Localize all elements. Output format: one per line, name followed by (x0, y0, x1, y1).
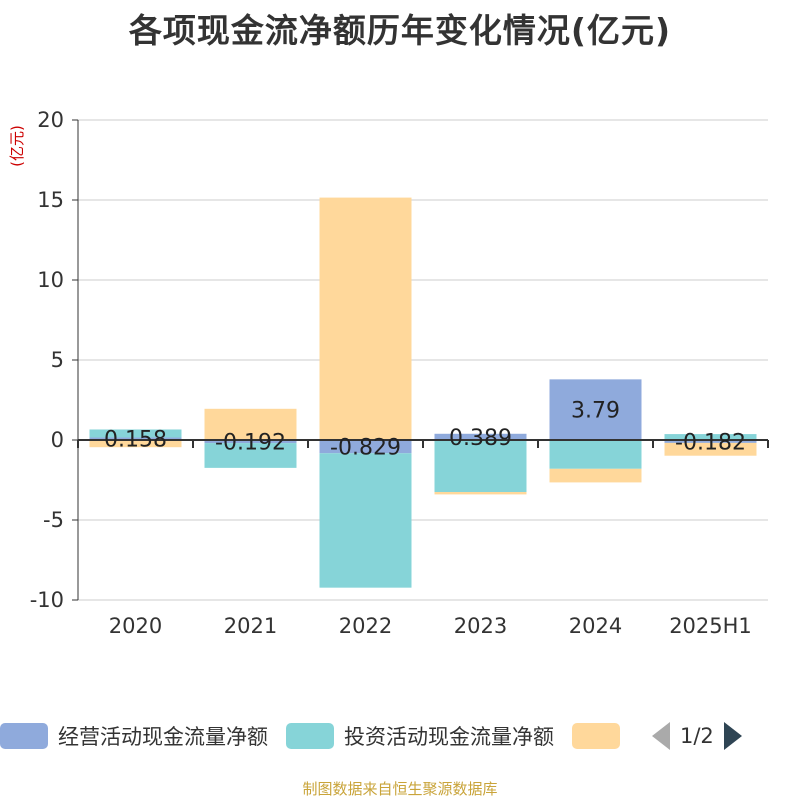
bar-2024-series-2 (549, 468, 642, 483)
x-tick-label: 2020 (109, 614, 162, 638)
legend-label: 经营活动现金流量净额 (58, 725, 268, 749)
legend-swatch (0, 723, 48, 749)
legend-item-operating[interactable]: 经营活动现金流量净额 (0, 721, 268, 751)
bar-2020-series-0 (89, 437, 182, 440)
legend-swatch (572, 723, 620, 749)
bar-2022-series-1 (319, 453, 412, 588)
x-tick-label: 2023 (454, 614, 507, 638)
legend-swatch (286, 723, 334, 749)
data-label: 0.158 (104, 428, 167, 453)
y-tick-label: 10 (37, 268, 64, 292)
y-tick-label: 20 (37, 108, 64, 132)
legend-prev-arrow-icon[interactable] (652, 722, 670, 750)
bar-2021-series-2 (204, 408, 297, 440)
bar-2024-series-0 (549, 379, 642, 440)
bar-2025H1-series-2 (664, 442, 757, 456)
data-label: -0.829 (330, 436, 401, 461)
bar-2023-series-1 (434, 440, 527, 492)
legend-page-indicator: 1/2 (680, 724, 714, 748)
data-labels: 0.158 -0.192 -0.829 0.389 3.79 -0.182 (104, 399, 746, 461)
y-tick-label: -10 (30, 588, 64, 612)
bar-2021-series-1 (204, 443, 297, 468)
legend-pager: 1/2 (652, 722, 742, 750)
y-tick-label: -5 (43, 508, 64, 532)
x-tick-label: 2022 (339, 614, 392, 638)
data-label: -0.192 (215, 431, 286, 456)
bar-2023-series-2 (434, 492, 527, 495)
legend: 经营活动现金流量净额 投资活动现金流量净额 1/2 (0, 716, 742, 756)
bar-2020-series-1 (89, 429, 182, 438)
legend-next-arrow-icon[interactable] (723, 722, 742, 750)
bar-2020-series-2 (89, 440, 182, 448)
bar-2021-series-0 (204, 440, 297, 444)
bar-2023-series-0 (434, 433, 527, 440)
bar-2025H1-series-1 (664, 434, 757, 440)
bar-groups (89, 197, 757, 588)
bar-2025H1-series-0 (664, 440, 757, 443)
legend-item-financing[interactable] (572, 723, 630, 749)
x-tick-label: 2024 (569, 614, 622, 638)
y-axis-unit-label: (亿元) (8, 125, 26, 167)
y-tick-label: 5 (51, 348, 64, 372)
data-label: 0.389 (449, 426, 512, 451)
x-tick-label: 2021 (224, 614, 277, 638)
legend-item-investing[interactable]: 投资活动现金流量净额 (286, 721, 554, 751)
legend-label: 投资活动现金流量净额 (344, 725, 554, 749)
data-label: 3.79 (571, 399, 620, 424)
source-note: 制图数据来自恒生聚源数据库 (302, 780, 498, 798)
x-tick-label: 2025H1 (669, 614, 752, 638)
y-tick-label: 0 (51, 428, 64, 452)
y-tick-label: 15 (37, 188, 64, 212)
bar-2024-series-1 (549, 440, 642, 469)
grid-lines (78, 119, 768, 601)
chart-title: 各项现金流净额历年变化情况(亿元) (128, 11, 672, 50)
bar-2022-series-2 (319, 197, 412, 440)
bar-2022-series-0 (319, 440, 412, 454)
data-label: -0.182 (675, 430, 746, 455)
